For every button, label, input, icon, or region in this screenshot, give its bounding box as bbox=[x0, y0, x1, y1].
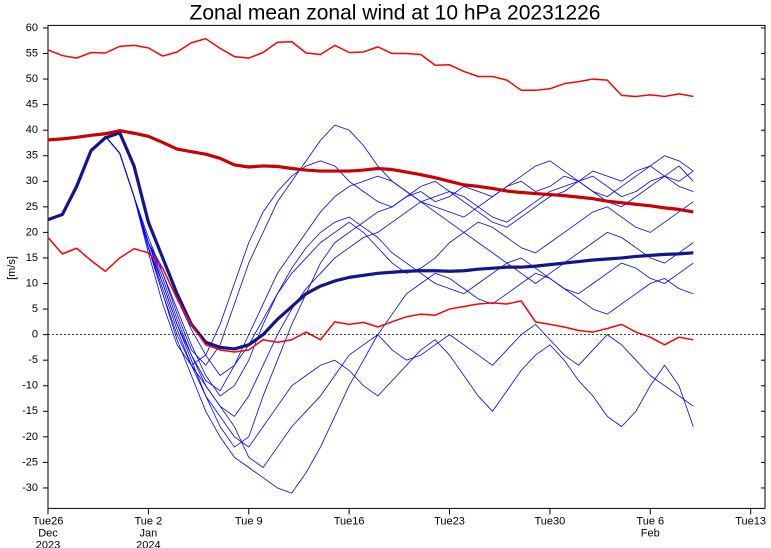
series-line bbox=[47, 131, 694, 351]
series-line bbox=[47, 135, 694, 494]
chart-title: Zonal mean zonal wind at 10 hPa 20231226 bbox=[190, 2, 601, 25]
series-line bbox=[47, 135, 694, 366]
y-tick-label: 45 bbox=[26, 99, 38, 111]
x-month-label: Feb bbox=[641, 527, 660, 539]
x-tick-label: Tue16 bbox=[334, 515, 365, 527]
x-tick-label: Tue 2 bbox=[135, 515, 163, 527]
y-tick-label: -30 bbox=[22, 482, 38, 494]
series-line bbox=[47, 135, 694, 397]
y-tick-label: 20 bbox=[26, 226, 38, 238]
y-tick-label: 30 bbox=[26, 175, 38, 187]
y-tick-label: 0 bbox=[32, 329, 38, 341]
series-line bbox=[47, 37, 694, 98]
x-month-label: Dec bbox=[38, 527, 58, 539]
series-line bbox=[47, 135, 694, 448]
y-tick-label: 60 bbox=[26, 22, 38, 34]
series-line bbox=[47, 237, 694, 353]
series-line bbox=[47, 135, 694, 448]
y-tick-label: 10 bbox=[26, 277, 38, 289]
y-tick-label: -25 bbox=[22, 456, 38, 468]
series-line bbox=[47, 135, 694, 392]
x-tick-label: Tue26 bbox=[33, 515, 64, 527]
x-tick-label: Tue30 bbox=[535, 515, 566, 527]
y-tick-label: 25 bbox=[26, 201, 38, 213]
y-axis-label: [m/s] bbox=[6, 256, 18, 280]
y-tick-label: 15 bbox=[26, 252, 38, 264]
x-tick-label: Tue 9 bbox=[235, 515, 263, 527]
x-month-label: Jan bbox=[140, 527, 158, 539]
y-tick-label: 50 bbox=[26, 73, 38, 85]
x-tick-label: Tue13 bbox=[735, 515, 766, 527]
y-tick-label: 35 bbox=[26, 150, 38, 162]
x-tick-label: Tue 6 bbox=[636, 515, 664, 527]
series-line bbox=[47, 129, 694, 214]
x-year-label: 2024 bbox=[136, 539, 160, 548]
y-tick-label: -20 bbox=[22, 431, 38, 443]
y-tick-label: 40 bbox=[26, 124, 38, 136]
y-tick-label: -5 bbox=[28, 354, 38, 366]
series-line bbox=[47, 135, 694, 376]
y-tick-label: -15 bbox=[22, 405, 38, 417]
x-year-label: 2023 bbox=[36, 539, 60, 548]
plot-frame bbox=[47, 24, 766, 509]
series-line bbox=[47, 124, 694, 366]
series-line bbox=[47, 135, 694, 468]
y-tick-label: -10 bbox=[22, 380, 38, 392]
y-tick-label: 5 bbox=[32, 303, 38, 315]
series-line bbox=[47, 135, 694, 417]
x-tick-label: Tue23 bbox=[434, 515, 465, 527]
y-tick-label: 55 bbox=[26, 47, 38, 59]
